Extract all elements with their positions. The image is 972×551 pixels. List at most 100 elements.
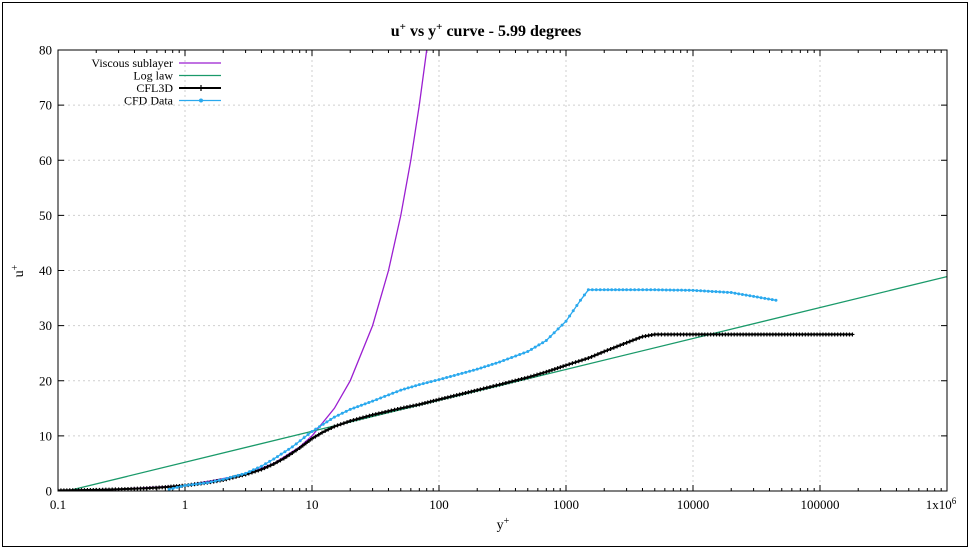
y-tick-label: 30: [39, 318, 52, 333]
y-tick-label: 70: [39, 98, 52, 113]
data-point-cfd-data: [383, 394, 387, 398]
data-point-cfl3d: [561, 364, 566, 369]
data-point-cfl3d: [294, 448, 299, 453]
data-point-cfd-data: [533, 345, 537, 349]
data-point-cfl3d: [454, 393, 459, 398]
data-point-cfd-data: [468, 369, 472, 373]
data-point-cfl3d: [592, 353, 597, 358]
data-point-cfd-data: [610, 288, 614, 292]
data-point-cfd-data: [429, 380, 433, 384]
data-point-cfd-data: [441, 377, 445, 381]
data-point-cfd-data: [395, 390, 399, 394]
data-point-cfd-data: [660, 288, 664, 292]
y-tick-label: 0: [46, 484, 53, 499]
data-point-cfl3d: [637, 335, 642, 340]
series-cfd-data: [167, 288, 778, 491]
data-point-cfd-data: [399, 388, 403, 392]
data-point-cfd-data: [518, 353, 522, 357]
legend-label-cfl3d: CFL3D: [136, 81, 173, 95]
data-point-cfl3d: [472, 388, 477, 393]
data-point-cfd-data: [755, 295, 759, 299]
data-point-cfd-data: [359, 403, 363, 407]
data-point-cfd-data: [722, 290, 726, 294]
data-point-cfl3d: [383, 409, 388, 414]
data-point-cfd-data: [255, 466, 259, 470]
data-point-cfl3d: [373, 412, 378, 417]
data-point-cfd-data: [417, 383, 421, 387]
data-point-cfd-data: [325, 420, 329, 424]
data-point-cfd-data: [321, 422, 325, 426]
data-point-cfl3d: [290, 450, 295, 455]
data-point-cfl3d: [437, 397, 441, 402]
data-point-cfd-data: [575, 304, 579, 308]
data-point-cfl3d: [516, 377, 521, 382]
data-point-cfl3d: [392, 407, 397, 412]
data-point-cfl3d: [564, 363, 568, 368]
data-point-cfl3d: [506, 380, 511, 385]
data-point-cfd-data: [552, 331, 556, 335]
data-point-cfd-data: [336, 413, 340, 417]
data-point-cfl3d: [386, 409, 391, 414]
data-point-cfl3d: [417, 402, 422, 407]
data-point-cfl3d: [567, 362, 572, 367]
data-point-cfl3d: [253, 469, 258, 474]
data-point-cfl3d: [491, 384, 496, 389]
data-point-cfl3d: [281, 456, 286, 461]
data-point-cfd-data: [544, 339, 548, 343]
data-point-cfd-data: [676, 288, 680, 292]
data-point-cfd-data: [264, 462, 268, 466]
data-point-cfd-data: [514, 354, 518, 358]
data-point-cfl3d: [659, 332, 664, 337]
data-point-cfl3d: [451, 393, 456, 398]
x-tick-label-last-exp: 6: [952, 496, 957, 506]
data-point-cfd-data: [695, 289, 699, 293]
data-point-cfl3d: [428, 399, 433, 404]
data-point-cfl3d: [395, 407, 400, 412]
data-point-cfl3d: [621, 341, 626, 346]
data-point-cfl3d: [284, 454, 289, 459]
data-point-cfd-data: [259, 464, 263, 468]
data-point-cfl3d: [469, 389, 474, 394]
data-point-cfd-data: [706, 289, 710, 293]
chart-svg: u+ vs y+ curve - 5.99 degrees 0102030405…: [10, 21, 957, 533]
data-point-cfl3d: [463, 391, 468, 396]
data-point-cfd-data: [641, 288, 645, 292]
data-point-cfd-data: [498, 360, 502, 364]
data-point-cfl3d: [599, 350, 604, 355]
data-point-cfd-data: [248, 470, 252, 474]
title-part-u: u: [391, 23, 400, 40]
data-point-cfl3d: [618, 343, 623, 348]
x-tick-label: 1: [182, 497, 189, 512]
data-point-cfl3d: [475, 388, 480, 393]
data-point-cfd-data: [582, 293, 586, 297]
data-point-cfd-data: [767, 297, 771, 301]
data-point-cfd-data: [594, 288, 598, 292]
data-point-cfd-data: [633, 288, 637, 292]
data-point-cfd-data: [294, 442, 298, 446]
data-point-cfl3d: [361, 415, 366, 420]
series-line-viscous-sublayer: [58, 50, 428, 491]
data-point-cfl3d: [376, 411, 381, 416]
data-point-cfd-data: [406, 386, 410, 390]
data-point-cfl3d: [401, 405, 406, 410]
data-point-cfl3d: [364, 414, 369, 419]
data-point-cfd-data: [367, 401, 371, 405]
data-point-cfd-data: [691, 288, 695, 292]
data-point-cfd-data: [598, 288, 602, 292]
data-point-cfl3d: [634, 337, 639, 342]
data-point-cfd-data: [502, 359, 506, 363]
data-point-cfd-data: [332, 415, 336, 419]
data-point-cfd-data: [617, 288, 621, 292]
data-point-cfl3d: [326, 427, 331, 432]
data-point-cfl3d: [320, 430, 325, 435]
data-point-cfd-data: [329, 418, 333, 422]
y-axis-label-sup: +: [10, 264, 21, 270]
data-point-cfd-data: [483, 365, 487, 369]
data-point-cfd-data: [433, 379, 437, 383]
data-point-cfl3d: [466, 390, 471, 395]
data-point-cfd-data: [298, 439, 302, 443]
data-point-cfl3d: [404, 405, 409, 410]
data-point-cfd-data: [526, 350, 530, 354]
data-point-cfl3d: [541, 370, 546, 375]
data-point-cfl3d: [576, 359, 581, 364]
